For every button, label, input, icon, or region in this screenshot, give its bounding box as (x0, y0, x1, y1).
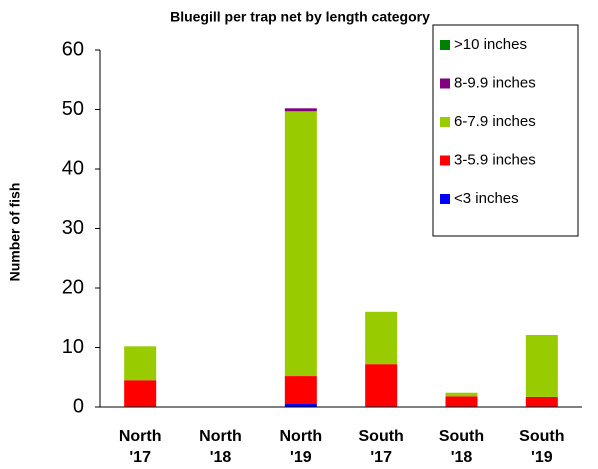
bar-segment (284, 404, 317, 407)
bar-segment (365, 364, 398, 407)
y-tick-label: 40 (62, 157, 84, 179)
x-tick-label: North (280, 428, 323, 445)
bar-segment (525, 396, 558, 407)
legend-swatch (440, 117, 450, 127)
y-tick-label: 0 (73, 395, 84, 417)
bar-segment (365, 311, 398, 365)
legend-box (432, 24, 579, 237)
y-tick-label: 30 (62, 217, 84, 239)
bar-segment (124, 380, 157, 407)
chart-title: Bluegill per trap net by length category (170, 9, 430, 25)
x-tick-label: '18 (451, 449, 473, 466)
bar-segment (445, 392, 478, 397)
x-tick-label: '19 (531, 449, 553, 466)
y-tick-label: 60 (62, 38, 84, 60)
y-tick-label: 10 (62, 336, 84, 358)
x-tick-label: '17 (370, 449, 392, 466)
legend-label: 6-7.9 inches (454, 113, 536, 130)
x-tick-label: '18 (210, 449, 232, 466)
x-tick-label: '17 (129, 449, 151, 466)
x-tick-label: North (119, 428, 162, 445)
legend-label: 8-9.9 inches (454, 74, 536, 91)
x-tick-label: South (439, 428, 484, 445)
legend-label: >10 inches (454, 36, 527, 53)
y-axis-label: Number of fish (7, 183, 23, 282)
bar-segment (284, 108, 317, 112)
legend-swatch (440, 194, 450, 204)
bar-segment (284, 376, 317, 405)
legend-swatch (440, 78, 450, 89)
legend-swatch (440, 155, 450, 166)
bar-segment (445, 396, 478, 407)
y-tick-label: 20 (62, 276, 84, 298)
legend-label: <3 inches (454, 190, 519, 207)
legend-swatch (440, 40, 450, 50)
x-tick-label: South (519, 428, 564, 445)
x-tick-label: '19 (290, 449, 312, 466)
y-tick-label: 50 (62, 98, 84, 120)
bar-segment (525, 335, 558, 397)
x-tick-label: North (199, 428, 242, 445)
bar-segment (124, 346, 157, 381)
bar-segment (284, 111, 317, 377)
x-tick-label: South (359, 428, 404, 445)
legend-label: 3-5.9 inches (454, 151, 536, 168)
